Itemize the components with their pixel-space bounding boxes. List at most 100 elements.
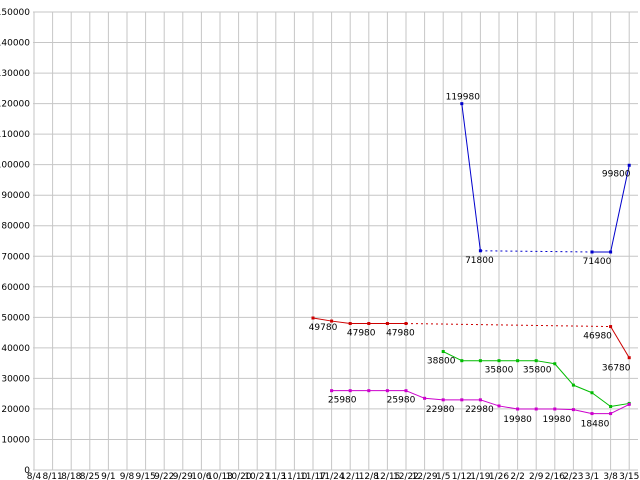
price-point-marker [460, 398, 464, 402]
price-point-marker [516, 407, 520, 411]
x-axis-tick-label: 1/26 [489, 472, 509, 480]
x-axis-tick-label: 12/22 [393, 472, 419, 480]
y-axis-tick-label: 120000 [0, 100, 30, 110]
price-line-red-segment [610, 326, 630, 358]
price-line-red-segment [331, 320, 351, 324]
x-axis-tick-label: 2/23 [563, 472, 583, 480]
price-point-marker [460, 359, 464, 363]
x-axis-tick-label: 11/24 [319, 472, 345, 480]
price-point-marker [330, 319, 334, 323]
y-axis-tick-label: 150000 [0, 8, 30, 18]
price-line-magenta-segment [424, 397, 444, 401]
x-axis-tick-label: 1/19 [470, 472, 490, 480]
price-value-label: 36780 [602, 364, 631, 374]
price-point-marker [367, 389, 371, 393]
x-axis-tick-label: 11/17 [300, 472, 326, 480]
price-value-label: 35800 [485, 366, 514, 376]
x-axis-tick-label: 10/6 [191, 472, 211, 480]
x-axis-tick-label: 9/22 [154, 472, 174, 480]
price-line-magenta-segment [498, 405, 518, 410]
price-line-red-segment [312, 317, 332, 322]
price-line-red-segment [405, 323, 611, 328]
price-line-green-segment [573, 384, 593, 394]
x-axis-tick-label: 10/27 [244, 472, 270, 480]
price-value-label: 19980 [542, 415, 571, 425]
y-axis-tick-label: 10000 [1, 435, 30, 445]
price-point-marker [609, 404, 613, 408]
y-axis-tick-label: 130000 [0, 69, 30, 79]
x-axis-tick-label: 1/5 [436, 472, 450, 480]
x-axis-tick-label: 2/2 [510, 472, 524, 480]
price-point-marker [348, 322, 352, 326]
price-line-green-segment [536, 360, 555, 365]
price-point-marker [609, 412, 613, 416]
price-point-marker [609, 325, 613, 329]
y-axis-tick-label: 0 [24, 466, 30, 476]
price-point-marker [627, 356, 631, 360]
price-value-label: 35800 [523, 366, 552, 376]
price-line-blue-segment [461, 103, 481, 251]
price-value-label: 25980 [387, 396, 416, 406]
y-axis-tick-label: 20000 [1, 405, 30, 415]
price-value-label: 19980 [503, 415, 532, 425]
x-axis-tick-label: 12/15 [374, 472, 400, 480]
price-value-label: 18480 [581, 420, 610, 430]
price-line-green-segment [442, 351, 463, 362]
price-point-marker [534, 407, 538, 411]
price-value-label: 46980 [583, 332, 612, 342]
price-value-label: 47980 [386, 329, 415, 339]
price-value-label: 22980 [465, 405, 494, 415]
price-value-label: 71400 [583, 257, 612, 267]
x-axis-tick-label: 9/29 [173, 472, 193, 480]
price-point-marker [571, 383, 575, 387]
price-value-label: 99800 [602, 169, 631, 179]
x-axis-tick-label: 1/12 [452, 472, 472, 480]
price-point-marker [553, 407, 557, 411]
price-value-label: 71800 [465, 256, 494, 266]
price-point-marker [497, 359, 501, 363]
x-axis-tick-label: 2/9 [529, 472, 544, 480]
x-axis-tick-label: 12/8 [359, 472, 379, 480]
price-point-marker [553, 362, 557, 366]
price-line-blue: 119980 71800 71400 99800 [446, 93, 631, 267]
price-point-marker [590, 391, 594, 395]
price-line-magenta-segment [480, 399, 500, 407]
price-value-label: 49780 [309, 323, 338, 333]
price-point-marker [330, 389, 334, 393]
price-point-marker [627, 402, 631, 406]
y-axis-tick-label: 140000 [0, 39, 30, 49]
price-point-marker [609, 250, 613, 254]
x-axis-tick-label: 8/11 [42, 472, 62, 480]
price-point-marker [571, 408, 575, 412]
y-axis-tick-label: 70000 [1, 252, 30, 262]
price-value-label: 47980 [347, 329, 376, 339]
price-point-marker [348, 389, 352, 393]
price-line-green-segment [610, 402, 630, 407]
price-value-label: 38800 [427, 357, 456, 367]
x-axis-tick-label: 10/13 [207, 472, 233, 480]
price-point-marker [367, 322, 371, 326]
price-point-marker [460, 102, 464, 106]
price-point-marker [404, 389, 408, 393]
x-axis-tick-label: 8/4 [27, 472, 42, 480]
y-axis-tick-label: 50000 [1, 313, 30, 323]
y-axis-tick-label: 80000 [1, 222, 30, 232]
price-point-marker [441, 350, 445, 354]
price-point-marker [441, 398, 445, 402]
price-point-marker [478, 398, 482, 402]
y-axis-tick-label: 90000 [1, 191, 30, 201]
x-axis-tick-label: 8/25 [80, 472, 100, 480]
x-axis-tick-label: 12/1 [340, 472, 360, 480]
x-axis-tick-label: 12/29 [412, 472, 438, 480]
price-line-red: 49780 47980 47980 46980 36780 [309, 316, 631, 374]
x-axis-tick-label: 2/16 [545, 472, 565, 480]
price-line-blue-segment [610, 165, 630, 253]
price-value-label: 22980 [426, 405, 455, 415]
x-axis-tick-label: 3/1 [585, 472, 599, 480]
x-axis-tick-label: 11/10 [281, 472, 307, 480]
price-line-magenta-segment [610, 403, 630, 415]
price-point-marker [590, 250, 594, 254]
price-line-green-segment [554, 363, 574, 386]
